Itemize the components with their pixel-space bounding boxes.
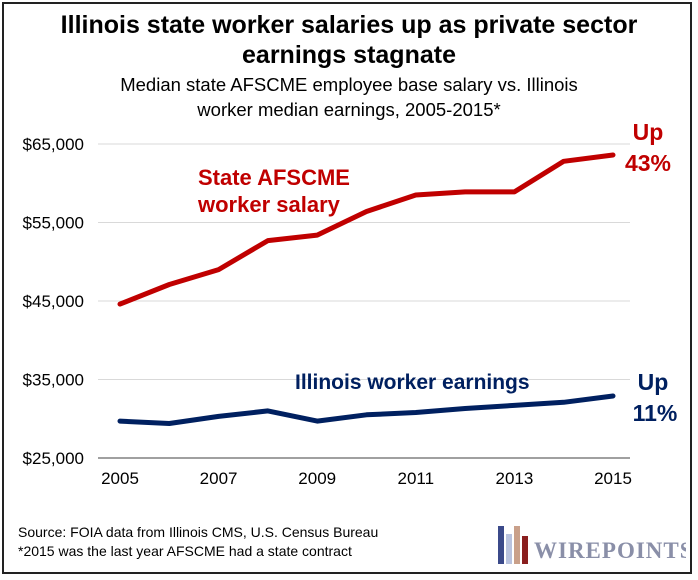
chart-title-line-2: earnings stagnate bbox=[242, 41, 456, 69]
afscme-salary-line bbox=[117, 152, 616, 307]
afscme-series-label-line-1: State AFSCME bbox=[198, 165, 350, 190]
chart-title-line-1: Illinois state worker salaries up as pri… bbox=[60, 11, 638, 39]
illinois-earnings-line bbox=[117, 393, 616, 426]
illinois-series-label: Illinois worker earnings bbox=[295, 371, 530, 394]
x-tick-label: 2009 bbox=[298, 469, 336, 488]
y-tick-label: $45,000 bbox=[23, 292, 84, 311]
logo-wordmark: WIREPOINTS bbox=[534, 538, 686, 563]
chart-frame bbox=[2, 2, 692, 574]
afscme-change-label-line-1: Up bbox=[633, 119, 664, 145]
illinois-change-label-line-1: Up bbox=[638, 369, 669, 395]
x-tick-label: 2015 bbox=[594, 469, 632, 488]
chart-subtitle-line-1: Median state AFSCME employee base salary… bbox=[120, 74, 578, 95]
series-lines bbox=[117, 152, 616, 426]
x-tick-label: 2005 bbox=[101, 469, 139, 488]
chart-title: Illinois state worker salaries up as pri… bbox=[0, 10, 698, 70]
logo-mark-icon bbox=[498, 526, 528, 564]
x-tick-label: 2011 bbox=[398, 469, 435, 488]
y-tick-label: $35,000 bbox=[23, 371, 84, 390]
y-tick-label: $55,000 bbox=[23, 214, 84, 233]
y-tick-label: $65,000 bbox=[23, 135, 84, 154]
illinois-change-label-line-2: 11% bbox=[633, 400, 678, 426]
chart-subtitle: Median state AFSCME employee base salary… bbox=[0, 72, 698, 122]
wirepoints-logo: WIREPOINTS bbox=[498, 526, 686, 564]
source-line-2: *2015 was the last year AFSCME had a sta… bbox=[18, 543, 352, 559]
afscme-change-label-line-2: 43% bbox=[625, 150, 671, 176]
x-axis-tick-labels: 2005 2007 2009 2011 2013 2015 bbox=[101, 469, 632, 488]
y-tick-label: $25,000 bbox=[23, 449, 84, 468]
x-tick-label: 2007 bbox=[200, 469, 238, 488]
y-axis-tick-labels: $25,000 $35,000 $45,000 $55,000 $65,000 bbox=[23, 135, 84, 468]
chart-subtitle-line-2: worker median earnings, 2005-2015* bbox=[197, 99, 501, 120]
x-tick-label: 2013 bbox=[495, 469, 533, 488]
afscme-series-label-line-2: worker salary bbox=[197, 192, 341, 217]
grid-lines bbox=[98, 143, 630, 380]
source-line-1: Source: FOIA data from Illinois CMS, U.S… bbox=[18, 524, 379, 540]
source-note: Source: FOIA data from Illinois CMS, U.S… bbox=[18, 523, 378, 561]
